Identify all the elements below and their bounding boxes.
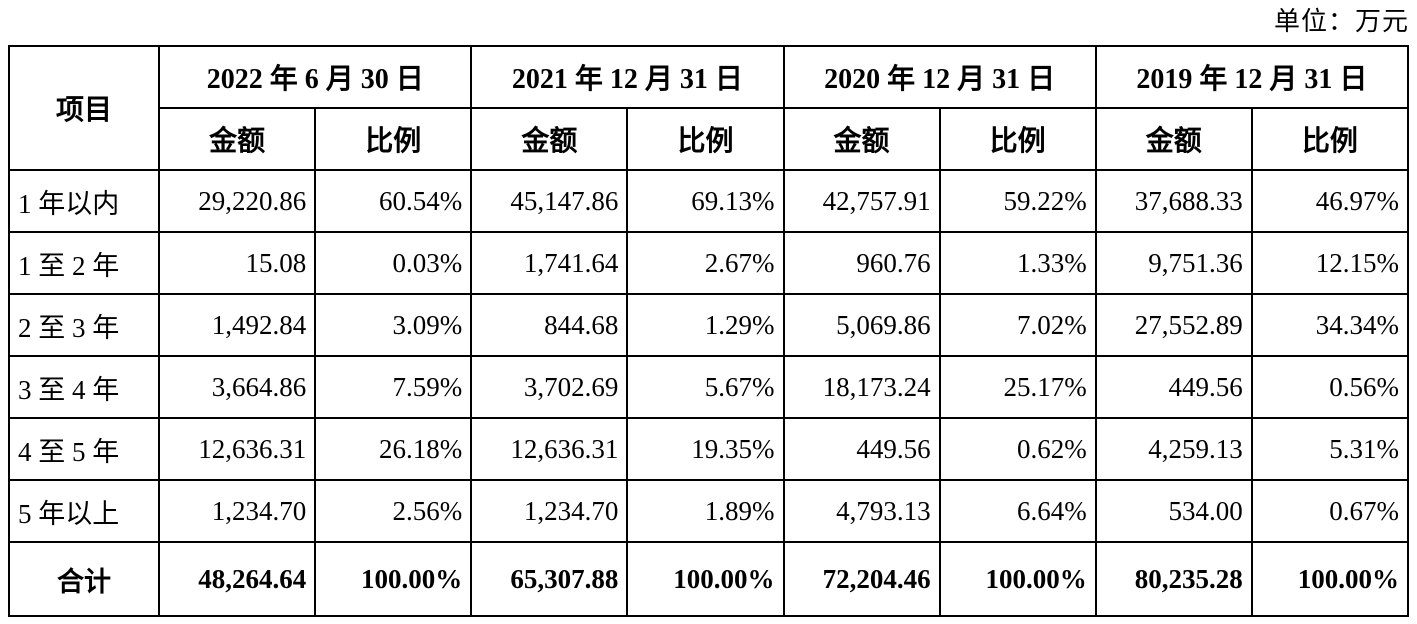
amount-cell: 29,220.86 [158, 169, 317, 233]
amount-cell: 37,688.33 [1094, 169, 1253, 233]
total-label: 合计 [7, 541, 161, 617]
ratio-cell: 0.56% [1250, 355, 1410, 419]
ratio-cell: 19.35% [626, 417, 785, 481]
column-header-period-2022: 2022 年 6 月 30 日 [158, 45, 473, 109]
amount-cell: 4,259.13 [1094, 417, 1253, 481]
total-ratio-cell: 100.00% [626, 541, 785, 617]
total-amount-cell: 72,204.46 [782, 541, 941, 617]
unit-note: 单位：万元 [1273, 7, 1409, 36]
row-label: 5 年以上 [7, 479, 161, 543]
table-row: 1 年以内 29,220.86 60.54% 45,147.86 69.13% … [7, 169, 1410, 233]
table-row: 5 年以上 1,234.70 2.56% 1,234.70 1.89% 4,79… [7, 479, 1410, 543]
ratio-cell: 2.67% [626, 231, 785, 295]
column-header-ratio: 比例 [938, 107, 1097, 171]
amount-cell: 45,147.86 [470, 169, 629, 233]
amount-cell: 27,552.89 [1094, 293, 1253, 357]
column-header-amount: 金额 [470, 107, 629, 171]
header-row-periods: 项目 2022 年 6 月 30 日 2021 年 12 月 31 日 2020… [7, 45, 1410, 171]
ratio-cell: 7.59% [314, 355, 473, 419]
column-header-ratio: 比例 [626, 107, 785, 171]
column-header-amount: 金额 [782, 107, 941, 171]
amount-cell: 3,664.86 [158, 355, 317, 419]
amount-cell: 1,492.84 [158, 293, 317, 357]
column-header-item: 项目 [7, 45, 161, 171]
column-header-period-2019: 2019 年 12 月 31 日 [1094, 45, 1410, 109]
ratio-cell: 5.67% [626, 355, 785, 419]
total-row: 合计 48,264.64 100.00% 65,307.88 100.00% 7… [7, 541, 1410, 617]
amount-cell: 18,173.24 [782, 355, 941, 419]
ratio-cell: 0.62% [938, 417, 1097, 481]
ratio-cell: 12.15% [1250, 231, 1410, 295]
total-ratio-cell: 100.00% [1250, 541, 1410, 617]
amount-cell: 5,069.86 [782, 293, 941, 357]
ratio-cell: 0.03% [314, 231, 473, 295]
table-row: 3 至 4 年 3,664.86 7.59% 3,702.69 5.67% 18… [7, 355, 1410, 419]
column-header-amount: 金额 [1094, 107, 1253, 171]
total-amount-cell: 65,307.88 [470, 541, 629, 617]
ratio-cell: 6.64% [938, 479, 1097, 543]
row-label: 3 至 4 年 [7, 355, 161, 419]
amount-cell: 449.56 [1094, 355, 1253, 419]
ratio-cell: 1.33% [938, 231, 1097, 295]
amount-cell: 449.56 [782, 417, 941, 481]
ratio-cell: 0.67% [1250, 479, 1410, 543]
table-row: 2 至 3 年 1,492.84 3.09% 844.68 1.29% 5,06… [7, 293, 1410, 357]
amount-cell: 1,234.70 [158, 479, 317, 543]
amount-cell: 15.08 [158, 231, 317, 295]
amount-cell: 12,636.31 [470, 417, 629, 481]
row-label: 4 至 5 年 [7, 417, 161, 481]
row-label: 1 年以内 [7, 169, 161, 233]
amount-cell: 9,751.36 [1094, 231, 1253, 295]
ratio-cell: 46.97% [1250, 169, 1410, 233]
ratio-cell: 25.17% [938, 355, 1097, 419]
table-row: 4 至 5 年 12,636.31 26.18% 12,636.31 19.35… [7, 417, 1410, 481]
total-ratio-cell: 100.00% [938, 541, 1097, 617]
amount-cell: 844.68 [470, 293, 629, 357]
ratio-cell: 1.89% [626, 479, 785, 543]
total-ratio-cell: 100.00% [314, 541, 473, 617]
amount-cell: 960.76 [782, 231, 941, 295]
total-amount-cell: 48,264.64 [158, 541, 317, 617]
amount-cell: 1,741.64 [470, 231, 629, 295]
row-label: 1 至 2 年 [7, 231, 161, 295]
ratio-cell: 7.02% [938, 293, 1097, 357]
amount-cell: 3,702.69 [470, 355, 629, 419]
ratio-cell: 26.18% [314, 417, 473, 481]
ratio-cell: 3.09% [314, 293, 473, 357]
table-row: 1 至 2 年 15.08 0.03% 1,741.64 2.67% 960.7… [7, 231, 1410, 295]
aging-analysis-table: 项目 2022 年 6 月 30 日 2021 年 12 月 31 日 2020… [7, 45, 1410, 617]
amount-cell: 12,636.31 [158, 417, 317, 481]
ratio-cell: 60.54% [314, 169, 473, 233]
header-row-measures: 金额 比例 金额 比例 金额 比例 金额 比例 [9, 107, 1410, 171]
ratio-cell: 69.13% [626, 169, 785, 233]
ratio-cell: 59.22% [938, 169, 1097, 233]
ratio-cell: 1.29% [626, 293, 785, 357]
ratio-cell: 2.56% [314, 479, 473, 543]
total-amount-cell: 80,235.28 [1094, 541, 1253, 617]
column-header-period-2021: 2021 年 12 月 31 日 [470, 45, 785, 109]
amount-cell: 4,793.13 [782, 479, 941, 543]
amount-cell: 1,234.70 [470, 479, 629, 543]
column-header-period-2020: 2020 年 12 月 31 日 [782, 45, 1097, 109]
amount-cell: 42,757.91 [782, 169, 941, 233]
ratio-cell: 34.34% [1250, 293, 1410, 357]
ratio-cell: 5.31% [1250, 417, 1410, 481]
row-label: 2 至 3 年 [7, 293, 161, 357]
column-header-ratio: 比例 [1250, 107, 1410, 171]
amount-cell: 534.00 [1094, 479, 1253, 543]
column-header-amount: 金额 [158, 107, 317, 171]
column-header-ratio: 比例 [314, 107, 473, 171]
